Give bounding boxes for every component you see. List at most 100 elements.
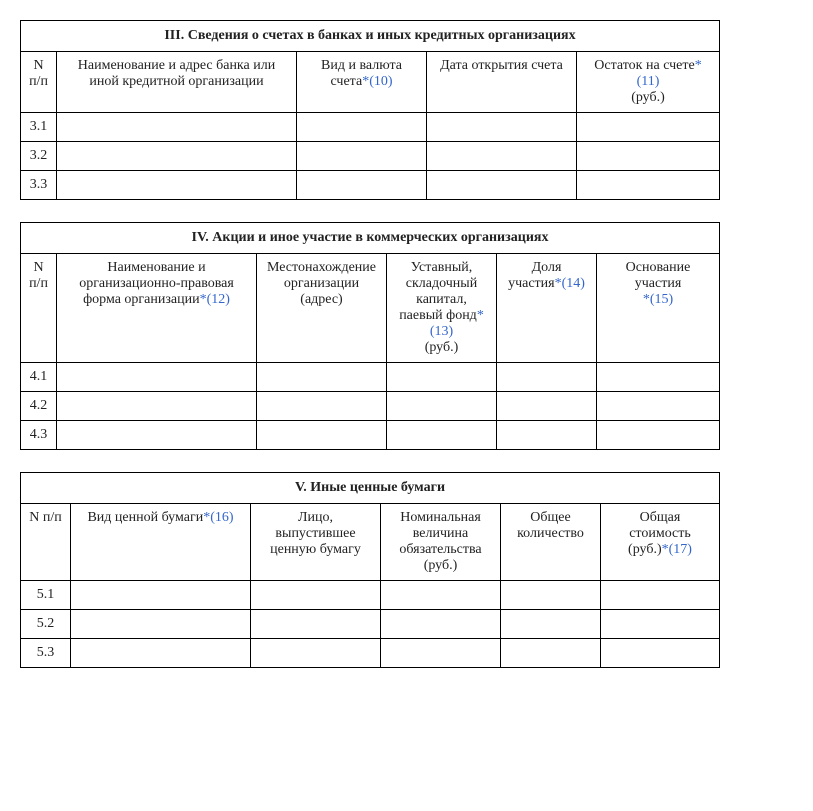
cell	[57, 113, 297, 142]
cell	[57, 392, 257, 421]
cell	[427, 113, 577, 142]
row-label: 5.3	[21, 639, 71, 668]
table4-header-basis: Основание участия*(15)	[597, 254, 720, 363]
ref-link-15[interactable]: *(15)	[643, 292, 673, 307]
table3-header-bank-name: Наименование и адрес банка или иной кред…	[57, 52, 297, 113]
header-suffix: (руб.)	[425, 340, 459, 355]
cell	[501, 610, 601, 639]
header-text: Доля участия	[508, 260, 561, 291]
table-row: 5.3	[21, 639, 720, 668]
table5-header-total-value: Общая стоимость (руб.)*(17)	[601, 504, 720, 581]
table3-title-row: III. Сведения о счетах в банках и иных к…	[21, 21, 720, 52]
row-label: 3.3	[21, 171, 57, 200]
ref-link-10[interactable]: *(10)	[362, 74, 392, 89]
header-text: Основание участия	[626, 260, 691, 291]
header-suffix: (руб.)	[631, 90, 665, 105]
table-row: 4.1	[21, 363, 720, 392]
ref-link-17[interactable]: *(17)	[662, 542, 692, 557]
cell	[387, 363, 497, 392]
cell	[577, 171, 720, 200]
row-label: 3.1	[21, 113, 57, 142]
cell	[57, 363, 257, 392]
cell	[597, 363, 720, 392]
cell	[387, 392, 497, 421]
header-text: Остаток на счете	[594, 58, 694, 73]
row-label: 4.2	[21, 392, 57, 421]
table5-title-row: V. Иные ценные бумаги	[21, 473, 720, 504]
cell	[497, 421, 597, 450]
row-label: 4.1	[21, 363, 57, 392]
table-row: 4.2	[21, 392, 720, 421]
row-label: 5.1	[21, 581, 71, 610]
row-label: 3.2	[21, 142, 57, 171]
row-label: 5.2	[21, 610, 71, 639]
header-text: Уставный, складочный капитал, паевый фон…	[399, 260, 477, 323]
table-row: 5.1	[21, 581, 720, 610]
table3-header-open-date: Дата открытия счета	[427, 52, 577, 113]
cell	[71, 610, 251, 639]
cell	[297, 142, 427, 171]
cell	[71, 639, 251, 668]
cell	[251, 610, 381, 639]
cell	[297, 171, 427, 200]
cell	[427, 171, 577, 200]
cell	[597, 421, 720, 450]
cell	[257, 363, 387, 392]
table5-header-quantity: Общее количество	[501, 504, 601, 581]
cell	[57, 171, 297, 200]
cell	[381, 610, 501, 639]
table5-header-row: N п/п Вид ценной бумаги*(16) Лицо, выпус…	[21, 504, 720, 581]
table4-header-org-name: Наименование и организационно-правовая ф…	[57, 254, 257, 363]
table4-title-row: IV. Акции и иное участие в коммерческих …	[21, 223, 720, 254]
table5-header-issuer: Лицо, выпустившее ценную бумагу	[251, 504, 381, 581]
ref-link-16[interactable]: *(16)	[203, 510, 233, 525]
table4-header-row: N п/п Наименование и организационно-прав…	[21, 254, 720, 363]
cell	[601, 639, 720, 668]
row-label: 4.3	[21, 421, 57, 450]
cell	[251, 581, 381, 610]
cell	[381, 639, 501, 668]
cell	[381, 581, 501, 610]
table5-header-npp: N п/п	[21, 504, 71, 581]
table3-header-row: N п/п Наименование и адрес банка или ино…	[21, 52, 720, 113]
table-section-4: IV. Акции и иное участие в коммерческих …	[20, 222, 720, 450]
cell	[501, 581, 601, 610]
table3-header-balance: Остаток на счете*(11) (руб.)	[577, 52, 720, 113]
cell	[251, 639, 381, 668]
cell	[497, 392, 597, 421]
cell	[297, 113, 427, 142]
table-row: 4.3	[21, 421, 720, 450]
table-row: 3.2	[21, 142, 720, 171]
table5-header-nominal: Номинальная величина обязательства (руб.…	[381, 504, 501, 581]
cell	[501, 639, 601, 668]
cell	[387, 421, 497, 450]
cell	[577, 142, 720, 171]
cell	[427, 142, 577, 171]
cell	[71, 581, 251, 610]
table-section-3: III. Сведения о счетах в банках и иных к…	[20, 20, 720, 200]
table-row: 5.2	[21, 610, 720, 639]
header-text: Вид ценной бумаги	[87, 510, 203, 525]
table-row: 3.3	[21, 171, 720, 200]
table3-header-account-type: Вид и валюта счета*(10)	[297, 52, 427, 113]
ref-link-14[interactable]: *(14)	[555, 276, 585, 291]
table3-header-npp: N п/п	[21, 52, 57, 113]
cell	[57, 421, 257, 450]
cell	[601, 581, 720, 610]
table-section-5: V. Иные ценные бумаги N п/п Вид ценной б…	[20, 472, 720, 668]
table5-title: V. Иные ценные бумаги	[21, 473, 720, 504]
table4-header-capital: Уставный, складочный капитал, паевый фон…	[387, 254, 497, 363]
table4-header-share: Доля участия*(14)	[497, 254, 597, 363]
table4-header-location: Местонахождение организации (адрес)	[257, 254, 387, 363]
table4-title: IV. Акции и иное участие в коммерческих …	[21, 223, 720, 254]
cell	[57, 142, 297, 171]
table-row: 3.1	[21, 113, 720, 142]
cell	[497, 363, 597, 392]
cell	[601, 610, 720, 639]
table4-header-npp: N п/п	[21, 254, 57, 363]
cell	[257, 421, 387, 450]
table5-header-security-type: Вид ценной бумаги*(16)	[71, 504, 251, 581]
ref-link-12[interactable]: *(12)	[200, 292, 230, 307]
cell	[577, 113, 720, 142]
cell	[257, 392, 387, 421]
